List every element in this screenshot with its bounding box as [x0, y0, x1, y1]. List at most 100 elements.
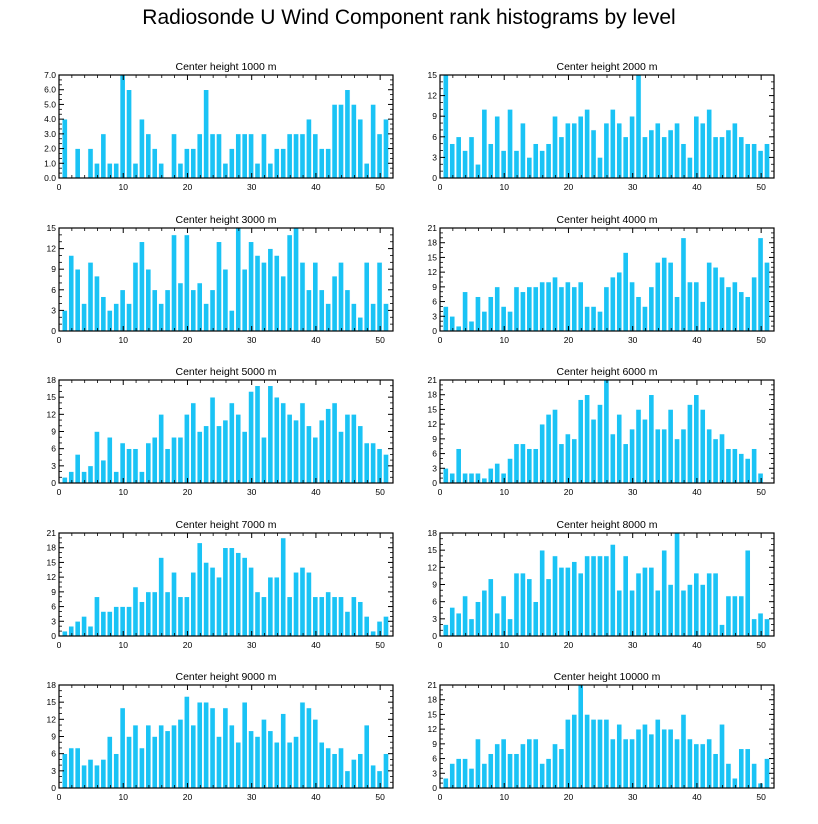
x-tick-label: 50 [375, 487, 385, 497]
bar [616, 723, 623, 789]
bar [228, 148, 235, 179]
x-tick-label: 50 [756, 335, 766, 345]
panel-9: Center height 9000 m 0 3 6 9 12 15 18 0 10 20 30 40 5… [47, 671, 394, 802]
bar [654, 719, 661, 789]
bar [222, 419, 229, 484]
bar [177, 719, 184, 789]
bar [545, 414, 552, 484]
bar [597, 311, 603, 332]
bar [318, 148, 325, 179]
bar [344, 611, 351, 637]
y-tick-label: 0 [432, 631, 437, 641]
bar [686, 404, 693, 484]
bar [603, 286, 610, 332]
y-tick-label: 12 [47, 714, 57, 724]
bar [94, 764, 100, 789]
bar [507, 311, 513, 332]
x-tick-label: 50 [756, 182, 766, 192]
bar [558, 286, 565, 332]
bar [552, 115, 558, 179]
bar [674, 122, 680, 179]
bar [609, 276, 616, 332]
bar [693, 281, 700, 332]
bar [158, 414, 165, 484]
bar [376, 448, 383, 484]
bar [635, 296, 642, 332]
x-tick-label: 50 [375, 640, 385, 650]
bar [712, 753, 719, 789]
bar [494, 286, 501, 332]
bar [138, 471, 145, 484]
bar [513, 443, 520, 484]
bar [312, 719, 319, 789]
bar [667, 129, 674, 179]
y-tick-label: 6 [51, 285, 56, 295]
bar [61, 476, 68, 484]
bar [248, 567, 254, 637]
y-tick-label: 12 [47, 409, 57, 419]
y-tick-label: 12 [428, 91, 438, 101]
bar [383, 303, 389, 332]
y-tick-label: 3 [432, 614, 437, 624]
bar [449, 472, 456, 484]
bar [267, 576, 274, 637]
y-tick-label: 0 [51, 326, 56, 336]
bar [363, 162, 370, 179]
bar [674, 738, 680, 789]
bar [299, 262, 306, 332]
bar [100, 133, 107, 179]
bar [455, 612, 462, 637]
bar [513, 286, 520, 332]
bar [261, 596, 267, 637]
bar [280, 148, 287, 179]
bar [344, 414, 351, 484]
x-tick-label: 30 [247, 182, 257, 192]
bar [209, 133, 216, 179]
bar [526, 578, 533, 637]
bar [100, 759, 107, 789]
bar [507, 753, 513, 789]
bar [442, 74, 449, 179]
bar [164, 448, 171, 484]
panel-title: Center height 5000 m [176, 366, 277, 378]
bar [305, 571, 312, 637]
y-tick-label: 15 [428, 404, 438, 414]
bar [494, 743, 501, 789]
panel-2: Center height 2000 m 0 3 6 9 12 15 0 10 20 30 40 50 [428, 61, 775, 192]
y-tick-label: 1.0 [44, 158, 56, 168]
bar [648, 733, 655, 789]
bar [312, 596, 319, 637]
bar [113, 606, 120, 637]
bar [183, 696, 190, 789]
bar [455, 448, 462, 484]
y-tick-label: 15 [428, 70, 438, 80]
bar [235, 133, 242, 179]
bar [481, 109, 488, 179]
bar [164, 730, 171, 789]
bar [764, 143, 770, 179]
bar [449, 763, 456, 789]
bar [539, 763, 546, 789]
bar [648, 129, 655, 179]
bar [350, 414, 357, 484]
y-tick-label: 9 [432, 580, 437, 590]
y-tick-label: 18 [428, 390, 438, 400]
x-tick-label: 20 [183, 487, 193, 497]
bar [686, 738, 693, 789]
bar [119, 707, 126, 789]
bar [312, 262, 319, 332]
bar [654, 589, 661, 637]
bar [526, 157, 533, 179]
bar [299, 567, 306, 637]
x-tick-label: 30 [628, 335, 638, 345]
bar [209, 396, 216, 484]
bar [113, 303, 120, 332]
bar [603, 555, 610, 637]
y-tick-label: 9 [432, 111, 437, 121]
bar [706, 428, 713, 484]
bar [74, 747, 81, 789]
bar [513, 753, 520, 789]
bar [487, 753, 494, 789]
bar [138, 118, 145, 179]
bar [699, 301, 706, 332]
